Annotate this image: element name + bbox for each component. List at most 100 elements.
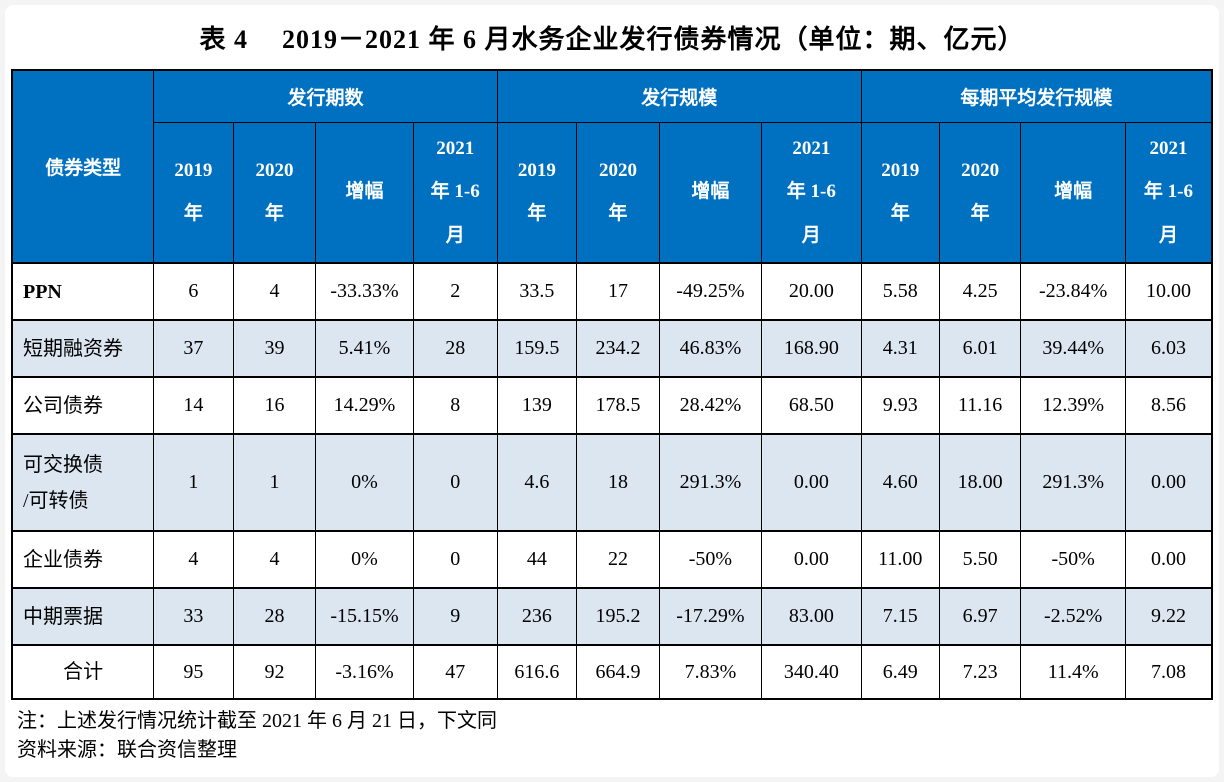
table-caption: 2019－2021 年 6 月水务企业发行债券情况（单位：期、亿元）	[282, 24, 1025, 54]
data-cell: 46.83%	[658, 319, 762, 378]
row-label: 公司债券	[11, 376, 155, 435]
data-cell: 7.15	[860, 587, 940, 646]
table-title: 表 4 2019－2021 年 6 月水务企业发行债券情况（单位：期、亿元）	[5, 5, 1219, 69]
row-label: 可交换债 /可转债	[11, 433, 155, 532]
table-row: 中期票据 33 28 -15.15% 9 236 195.2 -17.29% 83.00 7.15…	[11, 587, 1213, 646]
data-cell: -33.33%	[315, 262, 414, 321]
data-cell: 1	[153, 433, 234, 532]
data-cell: 7.83%	[658, 644, 762, 700]
data-cell: 139	[496, 376, 578, 435]
data-cell: 33	[153, 587, 234, 646]
data-cell: -49.25%	[658, 262, 762, 321]
data-cell: 0	[412, 433, 498, 532]
data-cell: 4	[153, 530, 234, 589]
data-cell: 28	[232, 587, 317, 646]
sub-header-cell: 2020 年	[232, 121, 317, 264]
table-note: 注：上述发行情况统计截至 2021 年 6 月 21 日，下文同	[17, 710, 497, 732]
table-row: 公司债券 14 16 14.29% 8 139 178.5 28.42% 68.50 9.93 11…	[11, 376, 1213, 435]
data-cell: 11.4%	[1020, 644, 1126, 700]
table-row: 短期融资券 37 39 5.41% 28 159.5 234.2 46.83% 168.90 4.…	[11, 319, 1213, 378]
sub-header-cell: 2019 年	[496, 121, 578, 264]
row-label: 合计	[11, 644, 155, 700]
data-cell: 5.41%	[315, 319, 414, 378]
document-page: 表 4 2019－2021 年 6 月水务企业发行债券情况（单位：期、亿元） 债…	[5, 5, 1219, 777]
data-cell: 236	[496, 587, 578, 646]
group-header-issue-count: 发行期数	[153, 69, 498, 123]
data-cell: 0.00	[1124, 433, 1213, 532]
data-cell: 17	[576, 262, 660, 321]
data-cell: 664.9	[576, 644, 660, 700]
sub-header-cell: 2021 年 1-6 月	[412, 121, 498, 264]
data-cell: 28.42%	[658, 376, 762, 435]
data-cell: 4	[232, 530, 317, 589]
table-row: 企业债券 4 4 0% 0 44 22 -50% 0.00 11.00 5.50 -50% 0.00	[11, 530, 1213, 589]
data-cell: 68.50	[760, 376, 862, 435]
data-cell: 5.58	[860, 262, 940, 321]
data-cell: 6.03	[1124, 319, 1213, 378]
data-cell: 0.00	[760, 433, 862, 532]
data-cell: 33.5	[496, 262, 578, 321]
data-cell: 4.31	[860, 319, 940, 378]
data-cell: 4.25	[938, 262, 1022, 321]
data-cell: 92	[232, 644, 317, 700]
data-cell: 159.5	[496, 319, 578, 378]
column-header-bond-type: 债券类型	[11, 69, 155, 264]
data-cell: 4.60	[860, 433, 940, 532]
data-cell: -2.52%	[1020, 587, 1126, 646]
data-cell: 4.6	[496, 433, 578, 532]
data-cell: 178.5	[576, 376, 660, 435]
data-cell: 9.93	[860, 376, 940, 435]
data-cell: 44	[496, 530, 578, 589]
data-cell: 616.6	[496, 644, 578, 700]
data-cell: 18.00	[938, 433, 1022, 532]
table-footnotes: 注：上述发行情况统计截至 2021 年 6 月 21 日，下文同 资料来源：联合…	[5, 700, 1219, 765]
data-cell: 39.44%	[1020, 319, 1126, 378]
data-cell: 8.56	[1124, 376, 1213, 435]
data-cell: 47	[412, 644, 498, 700]
sub-header-row: 2019 年 2020 年增幅 2021 年 1-6 月 2019 年 2020 年增幅…	[12, 121, 1213, 264]
table-source: 资料来源：联合资信整理	[17, 739, 237, 761]
sub-header-cell: 2021 年 1-6 月	[1124, 121, 1213, 264]
sub-header-cell: 2019 年	[860, 121, 940, 264]
data-cell: 22	[576, 530, 660, 589]
sub-header-cell: 增幅	[315, 121, 414, 264]
data-cell: 340.40	[760, 644, 862, 700]
data-cell: -17.29%	[658, 587, 762, 646]
data-cell: 234.2	[576, 319, 660, 378]
data-cell: 10.00	[1124, 262, 1213, 321]
table-row: 合计 95 92 -3.16% 47 616.6 664.9 7.83% 340.40 6.49 7…	[11, 644, 1213, 700]
data-cell: 5.50	[938, 530, 1022, 589]
data-cell: 7.08	[1124, 644, 1213, 700]
data-cell: 9	[412, 587, 498, 646]
data-cell: 11.00	[860, 530, 940, 589]
data-cell: -15.15%	[315, 587, 414, 646]
data-cell: 291.3%	[658, 433, 762, 532]
data-cell: 0%	[315, 433, 414, 532]
row-label: PPN	[11, 262, 155, 321]
data-cell: 28	[412, 319, 498, 378]
data-cell: 83.00	[760, 587, 862, 646]
data-cell: 7.23	[938, 644, 1022, 700]
data-cell: 12.39%	[1020, 376, 1126, 435]
data-cell: 0%	[315, 530, 414, 589]
table-row: 可交换债 /可转债 1 1 0% 0 4.6 18 291.3% 0.00 4.60 18.00 29…	[11, 433, 1213, 532]
group-header-issue-scale: 发行规模	[496, 69, 862, 123]
data-cell: 16	[232, 376, 317, 435]
data-cell: 11.16	[938, 376, 1022, 435]
row-label: 中期票据	[11, 587, 155, 646]
sub-header-cell: 2021 年 1-6 月	[760, 121, 862, 264]
data-cell: 1	[232, 433, 317, 532]
sub-header-cell: 增幅	[658, 121, 762, 264]
data-cell: 6.01	[938, 319, 1022, 378]
sub-header-cell: 增幅	[1020, 121, 1126, 264]
data-cell: 14.29%	[315, 376, 414, 435]
row-label: 企业债券	[11, 530, 155, 589]
sub-header-cell: 2019 年	[153, 121, 234, 264]
data-cell: -50%	[658, 530, 762, 589]
table-number: 表 4	[199, 24, 248, 54]
data-cell: 168.90	[760, 319, 862, 378]
data-cell: 0	[412, 530, 498, 589]
data-cell: 37	[153, 319, 234, 378]
group-header-average-scale: 每期平均发行规模	[860, 69, 1213, 123]
table-row: PPN 6 4 -33.33% 2 33.5 17 -49.25% 20.00 5.58 4.25-…	[11, 262, 1213, 321]
